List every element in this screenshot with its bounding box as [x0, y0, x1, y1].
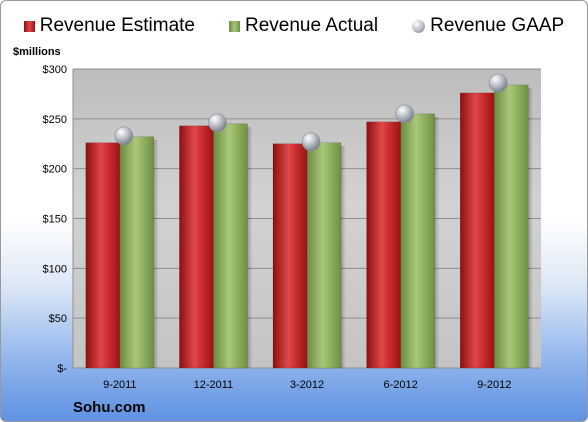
marker-revenue-gaap — [114, 126, 134, 146]
x-tick-label: 6-2012 — [383, 379, 417, 391]
x-tick-label: 9-2011 — [103, 379, 136, 391]
x-tick-label: 12-2011 — [194, 379, 234, 391]
x-tick-label: 3-2012 — [290, 379, 324, 391]
legend-item-revenue-estimate: Revenue Estimate — [23, 15, 195, 37]
bar-shadow — [153, 139, 159, 368]
y-tick-label: $200 — [43, 164, 67, 176]
legend-swatch-revenue-gaap — [412, 19, 426, 33]
legend-item-revenue-actual: Revenue Actual — [229, 15, 378, 37]
bar-revenue-actual — [400, 113, 435, 369]
bar-shadow — [434, 116, 440, 368]
bar-revenue-estimate — [272, 143, 308, 369]
bar-revenue-actual — [213, 123, 248, 369]
bar-revenue-estimate — [85, 142, 121, 369]
marker-revenue-gaap — [488, 73, 508, 93]
marker-revenue-gaap — [208, 113, 227, 133]
marker-revenue-gaap — [395, 104, 414, 124]
legend-item-revenue-gaap: Revenue GAAP — [412, 15, 564, 37]
marker-revenue-gaap — [301, 132, 321, 152]
gaap-markers — [114, 73, 508, 152]
bar-revenue-actual — [493, 84, 529, 369]
legend-swatch-revenue-estimate — [23, 20, 35, 32]
y-axis-label: $millions — [13, 46, 61, 58]
company-name: Sohu.com — [73, 399, 146, 416]
bars — [85, 84, 534, 369]
bar-revenue-estimate — [179, 125, 214, 369]
legend-label-revenue-estimate: Revenue Estimate — [39, 15, 195, 36]
y-tick-label: $300 — [43, 64, 67, 76]
bar-revenue-estimate — [459, 92, 495, 369]
x-axis-ticks: 9-2011 12-2011 3-2012 6-2012 9-2012 — [103, 379, 511, 391]
bar-revenue-actual — [306, 142, 342, 369]
y-tick-label: $- — [57, 363, 67, 375]
bar-shadow — [341, 145, 346, 368]
bar-shadow — [528, 87, 534, 369]
bar-revenue-estimate — [366, 121, 401, 369]
legend-swatch-revenue-actual — [229, 20, 240, 32]
y-tick-label: $50 — [49, 313, 67, 325]
y-tick-label: $250 — [43, 114, 67, 126]
y-tick-label: $100 — [43, 263, 67, 275]
bar-shadow — [247, 126, 253, 368]
legend: Revenue Estimate Revenue Actual Revenue … — [1, 15, 587, 37]
x-tick-label: 9-2012 — [477, 379, 511, 391]
y-tick-label: $150 — [43, 214, 67, 226]
legend-label-revenue-gaap: Revenue GAAP — [430, 15, 565, 36]
bar-revenue-actual — [119, 136, 155, 369]
y-axis-ticks: $- $50 $100 $150 $200 $250 $300 — [43, 64, 68, 375]
legend-label-revenue-actual: Revenue Actual — [245, 15, 379, 36]
